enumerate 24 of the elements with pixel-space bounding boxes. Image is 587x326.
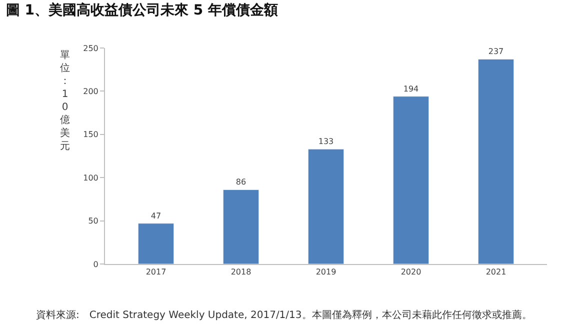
bar xyxy=(392,96,430,264)
bar xyxy=(308,148,344,264)
bar xyxy=(222,189,260,264)
data-label: 194 xyxy=(403,84,419,94)
y-tick-label: 200 xyxy=(83,87,98,96)
x-tick-label: 2019 xyxy=(316,268,336,277)
y-tick-label: 150 xyxy=(83,130,98,140)
y-tick-label: 100 xyxy=(83,173,98,182)
x-tick-label: 2018 xyxy=(230,268,252,277)
x-tick-label: 2020 xyxy=(400,268,422,277)
bar xyxy=(478,58,514,264)
x-tick-label: 2021 xyxy=(486,268,506,277)
data-label: 86 xyxy=(236,178,246,187)
y-tick-label: 250 xyxy=(83,44,98,53)
x-tick-label: 2017 xyxy=(146,268,166,277)
chart-title: 圖 1、美國高收益債公司未來 5 年償債金額 xyxy=(6,2,278,19)
data-label: 47 xyxy=(150,211,162,220)
bar xyxy=(138,223,174,264)
data-label: 133 xyxy=(318,137,334,146)
y-axis-title: 單位：10億美元 xyxy=(60,50,70,152)
y-tick-label: 50 xyxy=(88,216,98,226)
y-tick-label: 0 xyxy=(93,260,98,269)
data-label: 237 xyxy=(488,47,504,56)
source-note: 資料來源: Credit Strategy Weekly Update, 2017/1/13。本圖僅為釋例，本公司未藉此作任何徵求或推薦。 xyxy=(36,309,532,321)
